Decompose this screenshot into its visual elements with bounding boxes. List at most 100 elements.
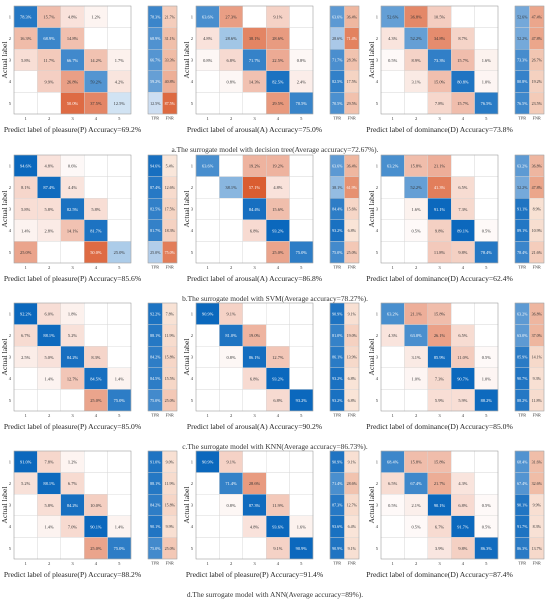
matrix-cell-label: 66.7% (67, 58, 79, 63)
matrix-cell (289, 367, 314, 390)
matrix-cell-label: 15.8% (410, 460, 422, 465)
matrix-cell-label: 85.9% (434, 355, 446, 360)
matrix-cell (380, 537, 405, 560)
tpr-label: 38.1% (332, 185, 343, 190)
matrix-cell-label: 28.6% (272, 36, 284, 41)
matrix-cell (83, 302, 108, 325)
matrix-cell (474, 450, 499, 473)
matrix-cell (195, 197, 220, 220)
rate-frame (329, 302, 360, 412)
tpr-header: TPR (518, 413, 526, 418)
matrix-cell-label: 14.1% (67, 228, 79, 233)
matrix-cell-label: 0.5% (482, 228, 491, 233)
matrix-cell-label: 26.1% (434, 333, 446, 338)
x-tick-label: 1 (392, 413, 395, 418)
matrix-cell-label: 0.5% (482, 524, 491, 529)
y-tick-label: 1 (191, 163, 194, 168)
tpr-header: TPR (151, 413, 159, 418)
matrix-cell (107, 197, 132, 220)
y-tick-label: 5 (191, 398, 194, 403)
fnr-header: FNR (166, 561, 174, 566)
x-axis-label: Predict label of pleasure(P) Accuracy=88… (4, 570, 142, 579)
tpr-label: 88.1% (150, 333, 161, 338)
y-tick-label: 3 (376, 58, 379, 63)
x-tick-label: 3 (253, 116, 256, 121)
matrix-cell (474, 154, 499, 177)
matrix-cell-label: 3.1% (412, 79, 421, 84)
matrix-cell-label: 15.8% (434, 460, 446, 465)
matrix-cell-label: 5.8% (21, 207, 30, 212)
tpr-label: 63.6% (332, 14, 343, 19)
fnr-label: 12.7% (347, 503, 358, 508)
fnr-label: 6.8% (348, 376, 357, 381)
y-tick-label: 5 (376, 398, 379, 403)
y-tick-label: 1 (376, 14, 379, 19)
matrix-cell (289, 346, 314, 369)
tpr-label: 94.6% (150, 163, 161, 168)
tpr-label: 63.0% (517, 333, 528, 338)
fnr-label: 9.1% (348, 546, 357, 551)
y-tick-label: 4 (191, 228, 194, 233)
matrix-cell-label: 3.1% (412, 355, 421, 360)
matrix-cell-label: 4.3% (388, 333, 397, 338)
fnr-label: 8.3% (533, 524, 542, 529)
matrix-cell-label: 2.5% (21, 355, 30, 360)
fnr-label: 36.8% (532, 311, 543, 316)
matrix-cell-label: 34.8% (434, 36, 446, 41)
x-tick-label: 2 (230, 413, 233, 418)
matrix-cell-label: 1.7% (115, 58, 124, 63)
matrix-cell (242, 92, 267, 115)
matrix-cell-label: 12.7% (272, 355, 284, 360)
fnr-label: 36.4% (347, 14, 358, 19)
y-tick-label: 1 (9, 311, 12, 316)
y-tick-label: 2 (376, 481, 379, 486)
matrix-cell (195, 219, 220, 242)
y-tick-label: 1 (376, 163, 379, 168)
matrix-cell-label: 82.5% (272, 79, 284, 84)
matrix-cell (219, 515, 243, 538)
x-axis-label: Predict label of dominance(D) Accuracy=7… (366, 125, 513, 134)
matrix-cell (289, 27, 314, 50)
y-tick-label: 5 (376, 546, 379, 551)
x-tick-label: 3 (71, 116, 74, 121)
matrix-cell-label: 63.2% (387, 312, 399, 317)
confusion-matrix-panel: 63.2% 15.8% 21.1% 52.2% 41.3% 6.5% 1.6% 91.1% 7.… (366, 154, 545, 283)
matrix-cell (83, 154, 108, 177)
matrix-cell-label: 1.0% (482, 376, 491, 381)
tpr-label: 93.2% (332, 398, 343, 403)
x-axis-label: Predict label of pleasure(P) Accuracy=85… (4, 422, 142, 431)
y-tick-label: 2 (9, 36, 12, 41)
y-tick-label: 1 (376, 311, 379, 316)
fnr-label: 47.4% (532, 14, 543, 19)
tpr-header: TPR (518, 265, 526, 270)
matrix-cell (380, 346, 405, 369)
matrix-cell-label: 1.2% (91, 15, 100, 20)
tpr-label: 93.6% (332, 524, 343, 529)
row-caption: d.The surrogate model with ANN(Average a… (186, 590, 364, 599)
matrix-cell-label: 2.8% (45, 228, 54, 233)
y-tick-label: 2 (191, 36, 194, 41)
matrix-cell-label: 0.8% (227, 355, 236, 360)
matrix-cell-label: 36.8% (410, 15, 422, 20)
matrix-cell-label: 68.4% (387, 460, 399, 465)
fnr-label: 21.6% (532, 250, 543, 255)
matrix-cell-label: 84.2% (67, 503, 79, 508)
fnr-header: FNR (348, 116, 356, 121)
tpr-label: 90.1% (150, 524, 161, 529)
matrix-cell (195, 324, 220, 347)
confusion-matrix-panel: 68.4% 15.8% 15.8% 6.5% 67.4% 21.7% 4.3% 0.5% 2.1… (366, 450, 545, 579)
matrix-cell-label: 9.9% (45, 79, 54, 84)
fnr-label: 6.8% (348, 398, 357, 403)
matrix-cell-label: 75.0% (296, 250, 308, 255)
matrix-cell-label: 5.0% (45, 355, 54, 360)
tpr-header: TPR (518, 561, 526, 566)
matrix-cell-label: 12.5% (114, 101, 126, 106)
matrix-cell (83, 472, 108, 495)
x-tick-label: 5 (118, 413, 121, 418)
fnr-label: 15.8% (165, 503, 176, 508)
tpr-label: 90.1% (517, 503, 528, 508)
matrix-cell-label: 90.9% (296, 546, 308, 551)
rate-frame (329, 450, 360, 560)
y-tick-label: 3 (191, 503, 194, 508)
tpr-label: 90.9% (332, 546, 343, 551)
